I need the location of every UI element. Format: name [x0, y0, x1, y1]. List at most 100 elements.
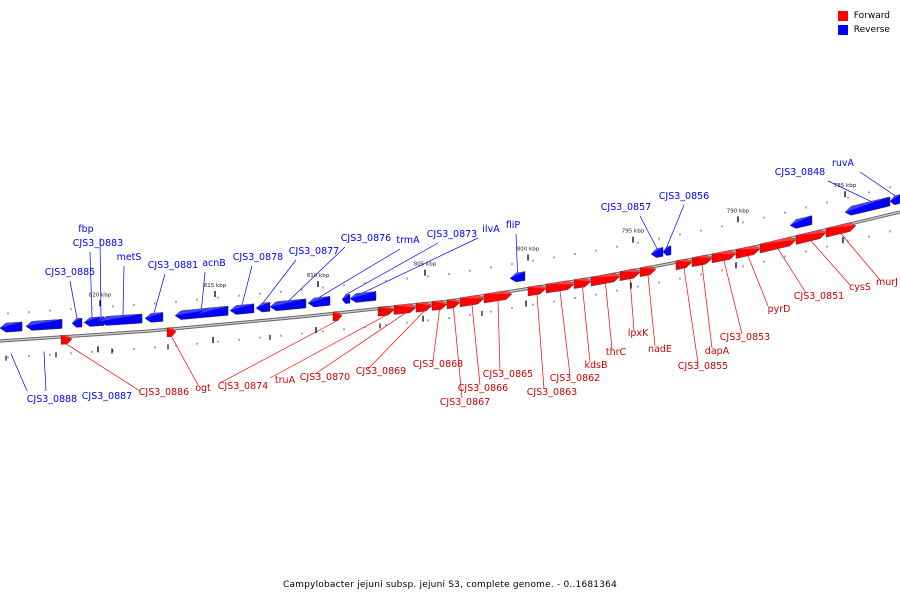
gene-CJS3_0855[interactable]: [675, 258, 693, 271]
gene-arrow-unlabeled[interactable]: [379, 305, 395, 317]
gene-label-CJS3_0865[interactable]: CJS3_0865: [483, 369, 533, 380]
gene-arrow-unlabeled[interactable]: [789, 215, 813, 229]
gene-label-CJS3_0857[interactable]: CJS3_0857: [601, 202, 651, 213]
gene-CJS3_0873[interactable]: [341, 293, 351, 304]
label-connector: [345, 242, 439, 295]
gene-trmA[interactable]: [307, 296, 331, 308]
gene-label-cysS[interactable]: cysS: [849, 282, 871, 293]
gene-label-CJS3_0848[interactable]: CJS3_0848: [775, 167, 825, 178]
gene-label-metS[interactable]: metS: [117, 252, 142, 263]
gene-CJS3_0868[interactable]: [431, 300, 448, 311]
gene-label-CJS3_0868[interactable]: CJS3_0868: [413, 359, 463, 370]
gene-arrow-unlabeled[interactable]: [25, 319, 63, 331]
gene-arrow-unlabeled[interactable]: [199, 306, 229, 318]
gene-label-CJS3_0869[interactable]: CJS3_0869: [356, 366, 406, 377]
gene-CJS3_0866[interactable]: [459, 294, 485, 308]
gene-CJS3_0883[interactable]: [83, 316, 101, 327]
gene-CJS3_0856[interactable]: [662, 245, 672, 256]
gene-body: [349, 291, 377, 303]
gene-CJS3_0867[interactable]: [446, 298, 461, 310]
gene-body: [711, 250, 737, 264]
gene-label-CJS3_0886[interactable]: CJS3_0886: [139, 387, 189, 398]
gene-label-CJS3_0867[interactable]: CJS3_0867: [440, 397, 490, 408]
gene-CJS3_0885[interactable]: [71, 317, 83, 328]
gene-label-CJS3_0883[interactable]: CJS3_0883: [73, 238, 123, 249]
gene-label-CJS3_0888[interactable]: CJS3_0888: [27, 394, 77, 405]
gene-fliP[interactable]: [509, 271, 526, 283]
gene-label-thrC[interactable]: thrC: [606, 347, 627, 358]
gene-arrow-layer[interactable]: [0, 194, 900, 345]
gene-label-CJS3_0866[interactable]: CJS3_0866: [458, 383, 508, 394]
gene-label-nadE[interactable]: nadE: [648, 344, 672, 355]
gene-CJS3_0857[interactable]: [650, 247, 664, 258]
gene-label-CJS3_0855[interactable]: CJS3_0855: [678, 361, 728, 372]
gene-label-murJ[interactable]: murJ: [876, 277, 898, 288]
gene-thrC[interactable]: [590, 272, 621, 287]
gene-label-CJS3_0885[interactable]: CJS3_0885: [45, 267, 95, 278]
legend: Forward Reverse: [837, 9, 890, 37]
gene-CJS3_0863[interactable]: [527, 284, 547, 297]
gene-ilvA[interactable]: [349, 291, 377, 303]
gene-CJS3_0877[interactable]: [255, 302, 271, 313]
gene-kdsB[interactable]: [573, 277, 592, 289]
gene-nadE[interactable]: [639, 265, 657, 278]
gene-label-CJS3_0876[interactable]: CJS3_0876: [341, 233, 391, 244]
gene-label-fbp[interactable]: fbp: [78, 224, 93, 235]
gene-arrow-unlabeled[interactable]: [99, 313, 143, 326]
gene-label-pyrD[interactable]: pyrD: [768, 304, 791, 315]
gene-CJS3_0853[interactable]: [711, 250, 737, 264]
gene-label-CJS3_0862[interactable]: CJS3_0862: [550, 373, 600, 384]
gene-label-kdsB[interactable]: kdsB: [585, 360, 608, 371]
gene-label-CJS3_0853[interactable]: CJS3_0853: [720, 332, 770, 343]
gene-CJS3_0869[interactable]: [415, 301, 433, 313]
legend-label-forward: Forward: [853, 11, 890, 21]
gene-label-trmA[interactable]: trmA: [396, 235, 420, 246]
gene-CJS3_0862[interactable]: [545, 280, 575, 294]
gene-ogt[interactable]: [166, 327, 177, 338]
gene-label-dapA[interactable]: dapA: [705, 346, 730, 357]
gene-label-fliP[interactable]: fliP: [506, 220, 521, 231]
gene-CJS3_0865[interactable]: [483, 290, 513, 304]
gene-pyrD[interactable]: [735, 245, 761, 259]
gene-label-CJS3_0851[interactable]: CJS3_0851: [794, 291, 844, 302]
gene-label-CJS3_0877[interactable]: CJS3_0877: [289, 246, 339, 257]
gene-arrow-unlabeled[interactable]: [619, 268, 641, 281]
gene-label-CJS3_0874[interactable]: CJS3_0874: [218, 381, 268, 392]
gene-label-ilvA[interactable]: ilvA: [482, 224, 500, 235]
gene-cysS[interactable]: [795, 229, 827, 245]
gene-body: [662, 245, 672, 256]
gene-label-CJS3_0878[interactable]: CJS3_0878: [233, 252, 283, 263]
gene-label-ogt[interactable]: ogt: [195, 383, 211, 394]
gene-CJS3_0886[interactable]: [60, 334, 73, 345]
gene-CJS3_0878[interactable]: [229, 303, 255, 315]
gene-label-CJS3_0887[interactable]: CJS3_0887: [82, 391, 132, 402]
gene-CJS3_0874[interactable]: [332, 311, 343, 322]
gene-sheen: [432, 300, 447, 305]
legend-entry-reverse[interactable]: Reverse: [837, 23, 890, 37]
gene-arrow-unlabeled[interactable]: [844, 197, 889, 216]
gene-label-CJS3_0863[interactable]: CJS3_0863: [527, 387, 577, 398]
gene-arrow-unlabeled[interactable]: [0, 321, 23, 333]
gene-label-CJS3_0856[interactable]: CJS3_0856: [659, 191, 709, 202]
gene-label-acnB[interactable]: acnB: [202, 258, 226, 269]
gene-label-CJS3_0870[interactable]: CJS3_0870: [300, 372, 350, 383]
gene-arrow-unlabeled[interactable]: [695, 254, 713, 267]
scale-label: 790 kbp: [727, 208, 750, 214]
gene-CJS3_0881[interactable]: [144, 312, 164, 323]
label-connector: [647, 275, 656, 347]
gene-label-CJS3_0873[interactable]: CJS3_0873: [427, 229, 477, 240]
gene-label-ruvA[interactable]: ruvA: [832, 158, 855, 169]
legend-entry-forward[interactable]: Forward: [837, 9, 890, 23]
label-connector: [241, 265, 253, 306]
gene-arrow-unlabeled[interactable]: [269, 298, 306, 311]
label-connector: [201, 271, 206, 309]
gene-label-lpxK[interactable]: lpxK: [628, 328, 649, 339]
gene-murJ[interactable]: [825, 222, 857, 238]
gene-CJS3_0851[interactable]: [759, 236, 797, 254]
gene-CJS3_0870[interactable]: [393, 303, 417, 315]
gene-label-CJS3_0881[interactable]: CJS3_0881: [148, 260, 198, 271]
gene-sheen: [342, 294, 350, 300]
gene-label-truA[interactable]: truA: [275, 375, 296, 386]
gene-ruvA[interactable]: [889, 194, 900, 206]
legend-label-reverse: Reverse: [853, 25, 890, 35]
